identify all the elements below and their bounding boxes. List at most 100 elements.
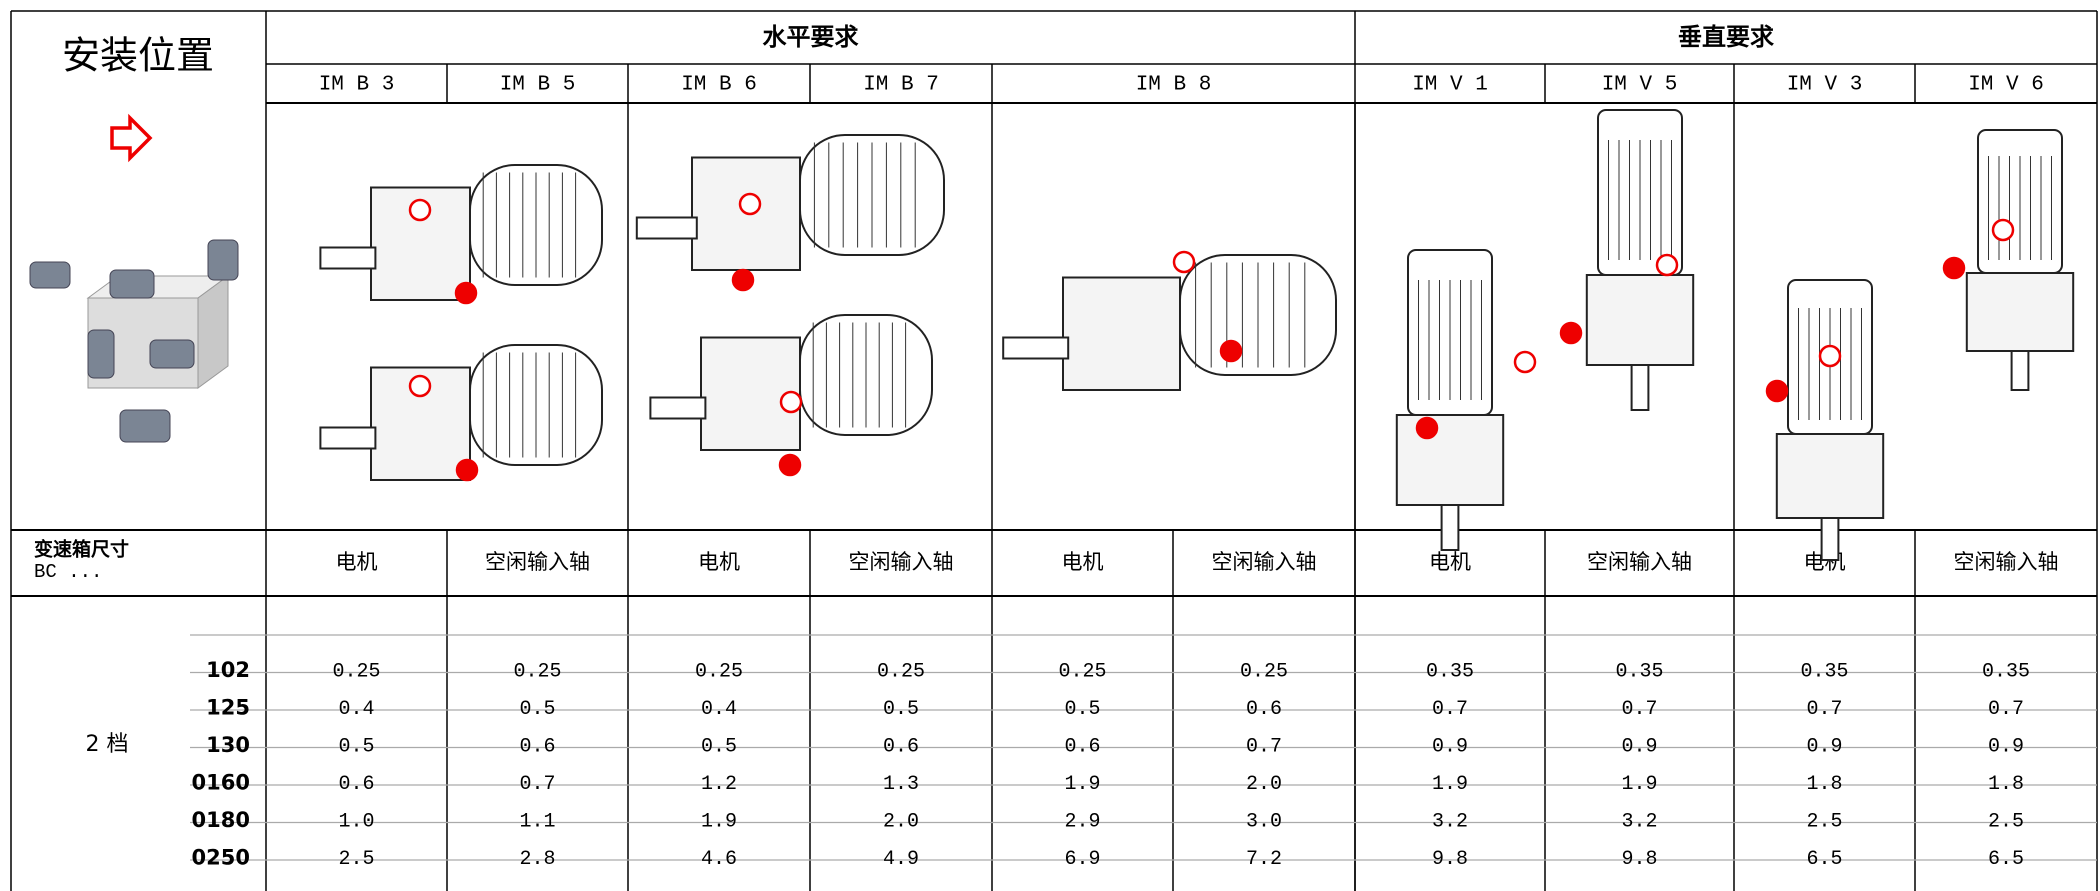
cell-value: 0.4: [338, 698, 374, 721]
motor-illustration: [1002, 254, 1337, 391]
cell-value: 3.0: [1246, 810, 1282, 833]
red-marker: [455, 458, 479, 482]
size-label: BC ...: [34, 561, 102, 583]
cell-value: 0.7: [1432, 698, 1468, 721]
cell-value: 0.5: [1064, 698, 1100, 721]
cell-value: 6.9: [1064, 848, 1100, 871]
cell-value: 0.25: [1240, 660, 1288, 683]
motor-illustration: [319, 344, 603, 481]
motor-illustration: [635, 134, 945, 271]
shaft: [635, 216, 698, 240]
cell-value: 1.9: [1432, 773, 1468, 796]
cell-value: 9.8: [1621, 848, 1657, 871]
cell-value: 0.7: [519, 773, 555, 796]
title: 安装位置: [62, 34, 214, 78]
cell-value: 2.5: [338, 848, 374, 871]
cell-value: 0.6: [1064, 735, 1100, 758]
cell-value: 2.0: [1246, 773, 1282, 796]
motor-illustration: [1965, 129, 2075, 391]
red-marker: [408, 198, 432, 222]
gearbox: [1965, 272, 2075, 352]
cell-value: 0.25: [1058, 660, 1106, 683]
cell-value: 1.9: [1064, 773, 1100, 796]
red-marker: [1415, 416, 1439, 440]
cell-value: 0.7: [1246, 735, 1282, 758]
cell-value: 0.9: [1621, 735, 1657, 758]
motor-illustration: [1585, 109, 1695, 411]
shaft: [319, 426, 377, 450]
column-label: 空闲输入轴: [849, 550, 954, 574]
gearbox: [1775, 433, 1885, 519]
cell-value: 2.5: [1988, 810, 2024, 833]
shaft: [1002, 336, 1070, 360]
motor-illustration: [1775, 279, 1885, 561]
position-label: IM V 6: [1968, 74, 2044, 97]
cell-value: 0.25: [513, 660, 561, 683]
cell-value: 1.2: [701, 773, 737, 796]
cell-value: 0.4: [701, 698, 737, 721]
cell-value: 6.5: [1988, 848, 2024, 871]
position-label: IM V 1: [1412, 74, 1488, 97]
cell-value: 0.5: [519, 698, 555, 721]
column-label: 空闲输入轴: [1212, 550, 1317, 574]
cell-value: 1.8: [1988, 773, 2024, 796]
column-label: 电机: [698, 550, 740, 574]
column-label: 空闲输入轴: [1587, 550, 1692, 574]
cell-value: 3.2: [1621, 810, 1657, 833]
cell-value: 0.35: [1800, 660, 1848, 683]
motor-illustration: [319, 164, 603, 301]
shaft: [2010, 350, 2030, 391]
cell-value: 6.5: [1806, 848, 1842, 871]
cell-value: 0.6: [338, 773, 374, 796]
red-marker: [738, 192, 762, 216]
red-marker: [779, 390, 803, 414]
cell-value: 2.9: [1064, 810, 1100, 833]
cell-value: 3.2: [1432, 810, 1468, 833]
shaft: [1820, 517, 1840, 561]
cell-value: 0.5: [701, 735, 737, 758]
size-value: 130: [206, 733, 250, 757]
cell-value: 1.3: [883, 773, 919, 796]
shaft: [1440, 504, 1460, 551]
gearbox: [1585, 274, 1695, 366]
cell-value: 1.9: [1621, 773, 1657, 796]
cell-value: 1.9: [701, 810, 737, 833]
column-label: 空闲输入轴: [485, 550, 590, 574]
stage-label: 2 档: [86, 732, 129, 757]
position-label: IM B 6: [681, 74, 757, 97]
red-marker: [1991, 218, 2015, 242]
red-marker: [1655, 253, 1679, 277]
cell-value: 0.7: [1988, 698, 2024, 721]
cell-value: 0.9: [1988, 735, 2024, 758]
motor-illustration: [1395, 249, 1505, 551]
gearbox: [1062, 276, 1181, 391]
position-label: IM B 7: [863, 74, 939, 97]
cell-value: 0.35: [1426, 660, 1474, 683]
cell-value: 7.2: [1246, 848, 1282, 871]
size-value: 0250: [192, 846, 250, 870]
cell-value: 0.9: [1806, 735, 1842, 758]
cell-value: 0.6: [883, 735, 919, 758]
cell-value: 0.35: [1982, 660, 2030, 683]
shaft: [649, 396, 707, 420]
cell-value: 0.7: [1806, 698, 1842, 721]
cell-value: 9.8: [1432, 848, 1468, 871]
group-header: 水平要求: [763, 23, 859, 51]
cell-value: 1.8: [1806, 773, 1842, 796]
size-label: 变速箱尺寸: [34, 538, 129, 561]
position-label: IM V 5: [1602, 74, 1678, 97]
column-label: 电机: [336, 550, 378, 574]
cell-value: 0.25: [332, 660, 380, 683]
size-value: 0160: [192, 771, 250, 795]
position-label: IM V 3: [1787, 74, 1863, 97]
cell-value: 0.35: [1615, 660, 1663, 683]
cell-value: 0.25: [877, 660, 925, 683]
cell-value: 2.5: [1806, 810, 1842, 833]
size-value: 125: [206, 696, 250, 720]
cell-value: 1.0: [338, 810, 374, 833]
red-marker: [1219, 339, 1243, 363]
red-marker: [1172, 250, 1196, 274]
motor-illustration: [649, 314, 933, 451]
cell-value: 0.7: [1621, 698, 1657, 721]
